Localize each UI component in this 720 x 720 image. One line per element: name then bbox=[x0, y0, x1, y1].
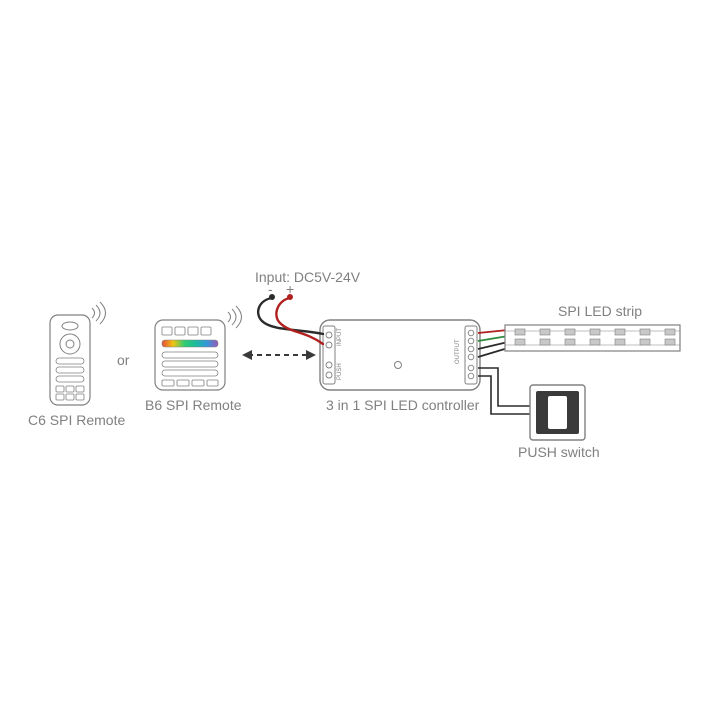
wireless-arrow bbox=[242, 350, 316, 360]
wiring-diagram: INPUT PUSH OUTPUT bbox=[0, 0, 720, 720]
push-switch bbox=[530, 385, 585, 440]
output-wires bbox=[478, 330, 508, 357]
b6-label: B6 SPI Remote bbox=[145, 397, 242, 413]
led-strip bbox=[505, 325, 680, 351]
controller-input-label: INPUT bbox=[337, 328, 343, 346]
b6-remote bbox=[155, 306, 242, 390]
controller-output-label: OUTPUT bbox=[455, 339, 461, 364]
push-wires bbox=[478, 368, 530, 414]
push-label: PUSH switch bbox=[518, 444, 600, 460]
controller-push-label: PUSH bbox=[337, 363, 343, 380]
plus-label: + bbox=[286, 281, 294, 297]
controller-label: 3 in 1 SPI LED controller bbox=[326, 397, 480, 413]
c6-remote bbox=[50, 302, 106, 405]
c6-label: C6 SPI Remote bbox=[28, 412, 125, 428]
minus-label: - bbox=[268, 281, 273, 297]
controller: INPUT PUSH OUTPUT bbox=[320, 320, 480, 390]
or-label: or bbox=[117, 352, 130, 368]
power-wires bbox=[258, 294, 323, 344]
strip-label: SPI LED strip bbox=[558, 303, 642, 319]
